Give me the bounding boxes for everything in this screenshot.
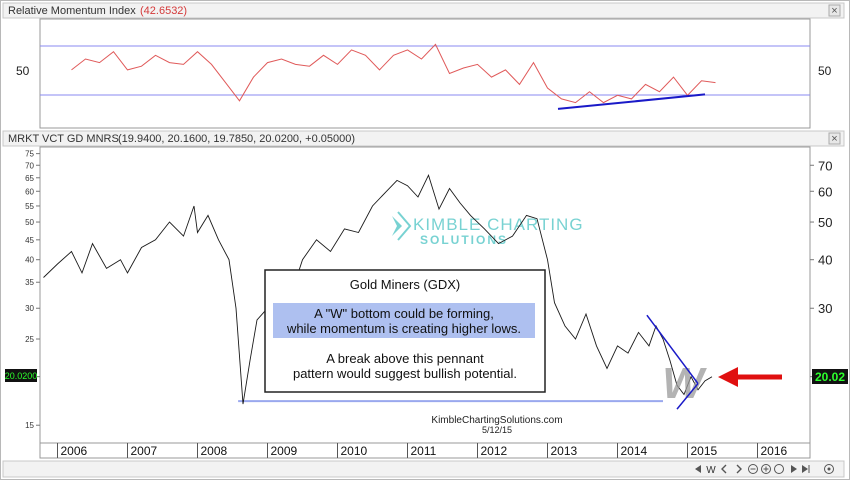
price-title-bar: [2, 130, 845, 147]
y-tick-left: 60: [25, 187, 34, 196]
rmi-value: (42.6532): [140, 5, 187, 17]
rmi-axis-label-right: 50: [818, 64, 832, 78]
x-tick-label: 2007: [131, 444, 158, 458]
period-weekly-button[interactable]: W: [706, 465, 716, 476]
period-weekly-label: W: [706, 465, 716, 476]
chart-settings-button[interactable]: [824, 464, 834, 474]
rmi-plot-area: [39, 18, 811, 129]
y-tick-right: 70: [818, 158, 832, 173]
last-value-right: 20.02: [815, 370, 845, 384]
y-tick-left: 55: [25, 202, 34, 211]
annotation-highlight-line1: A "W" bottom could be forming,: [314, 306, 494, 321]
y-tick-left: 70: [25, 161, 34, 170]
caret-right-icon: [791, 465, 797, 473]
scroll-back-button[interactable]: [721, 464, 727, 474]
price-close-button[interactable]: ×: [828, 132, 841, 145]
rmi-trendline: [557, 93, 706, 110]
credit-site: KimbleChartingSolutions.com: [431, 415, 562, 426]
annotation-body-line2: pattern would suggest bullish potential.: [293, 366, 517, 381]
watermark-line2: SOLUTIONS: [420, 233, 508, 247]
credit-date: 5/12/15: [482, 425, 512, 435]
y-tick-right: 40: [818, 253, 832, 268]
scroll-right-button[interactable]: [791, 465, 797, 473]
zoom-out-button[interactable]: [748, 464, 758, 474]
scroll-forward-button[interactable]: [736, 464, 742, 474]
x-tick-label: 2016: [761, 444, 788, 458]
scroll-end-button[interactable]: [802, 465, 810, 473]
y-tick-left: 40: [25, 256, 34, 265]
y-tick-right: 30: [818, 301, 832, 316]
x-tick-label: 2010: [341, 444, 368, 458]
x-tick-label: 2012: [481, 444, 508, 458]
rmi-title-bar: [2, 2, 845, 19]
x-tick-label: 2011: [411, 444, 437, 458]
caret-left-icon: [695, 465, 701, 473]
reset-icon: [774, 464, 784, 474]
watermark-line1: KIMBLE CHARTING: [413, 215, 584, 234]
scroll-left-button[interactable]: [695, 465, 701, 473]
y-tick-left: 15: [25, 421, 34, 430]
x-tick-label: 2008: [201, 444, 228, 458]
price-series-line: [43, 173, 713, 405]
close-icon: ×: [831, 5, 837, 17]
last-value-left: 20.0200: [5, 371, 38, 381]
annotation-box: Gold Miners (GDX) A "W" bottom could be …: [264, 269, 546, 393]
annotation-highlight: [273, 303, 535, 338]
x-tick-label: 2015: [691, 444, 718, 458]
x-tick-label: 2013: [551, 444, 578, 458]
x-axis: 2006 2007 2008 2009 2010 2011 2012 2013 2014 2015…: [57, 443, 788, 458]
price-ohlc: (19.9400, 20.1600, 19.7850, 20.0200, +0.…: [118, 133, 355, 145]
y-tick-right: 60: [818, 184, 832, 199]
rmi-axis-label-left: 50: [16, 64, 30, 78]
zoom-in-icon: [761, 464, 771, 474]
rmi-panel: Relative Momentum Index (42.6532) × 50 5…: [2, 2, 845, 129]
y-tick-left: 65: [25, 174, 34, 183]
chevron-left-icon: [721, 464, 727, 474]
last-value-badge-right: [812, 369, 848, 384]
rmi-title: Relative Momentum Index: [8, 5, 136, 17]
x-tick-label: 2009: [271, 444, 298, 458]
last-value-badge-left: [5, 369, 37, 382]
rmi-series-line: [71, 43, 716, 104]
zoom-out-icon: [748, 464, 758, 474]
pennant-lower-line: [676, 383, 699, 410]
y-tick-left: 75: [25, 150, 34, 159]
toolbar-bar: [2, 460, 845, 478]
y-tick-left: 45: [25, 236, 34, 245]
y-tick-right: 50: [818, 215, 832, 230]
gear-icon: [824, 464, 834, 474]
y-tick-left: 25: [25, 335, 34, 344]
kimble-watermark: KIMBLE CHARTING SOLUTIONS: [392, 211, 584, 247]
chevron-right-icon: [736, 464, 742, 474]
y-tick-left: 30: [25, 304, 34, 313]
price-panel: MRKT VCT GD MNRS (19.9400, 20.1600, 19.7…: [2, 130, 848, 444]
breakout-arrow-icon: [718, 367, 782, 387]
caret-end-icon: [802, 465, 808, 473]
price-y-axis-left: 15202530354045505560657075: [25, 150, 40, 430]
bottom-toolbar: W: [2, 460, 845, 478]
annotation-highlight-line2: while momentum is creating higher lows.: [286, 321, 521, 336]
reset-view-button[interactable]: [774, 464, 784, 474]
watermark-chevron-icon: [397, 211, 412, 241]
annotation-body-line1: A break above this pennant: [326, 351, 484, 366]
x-tick-label: 2006: [61, 444, 88, 458]
rmi-close-button[interactable]: ×: [828, 4, 841, 17]
price-title: MRKT VCT GD MNRS: [8, 133, 119, 145]
watermark-arrow-icon: [392, 216, 402, 236]
zoom-in-button[interactable]: [761, 464, 771, 474]
pennant-upper-line: [646, 314, 699, 385]
annotation-heading: Gold Miners (GDX): [350, 277, 461, 292]
y-tick-left: 50: [25, 218, 34, 227]
x-tick-label: 2014: [621, 444, 648, 458]
close-icon: ×: [831, 133, 837, 145]
y-tick-left: 35: [25, 278, 34, 287]
